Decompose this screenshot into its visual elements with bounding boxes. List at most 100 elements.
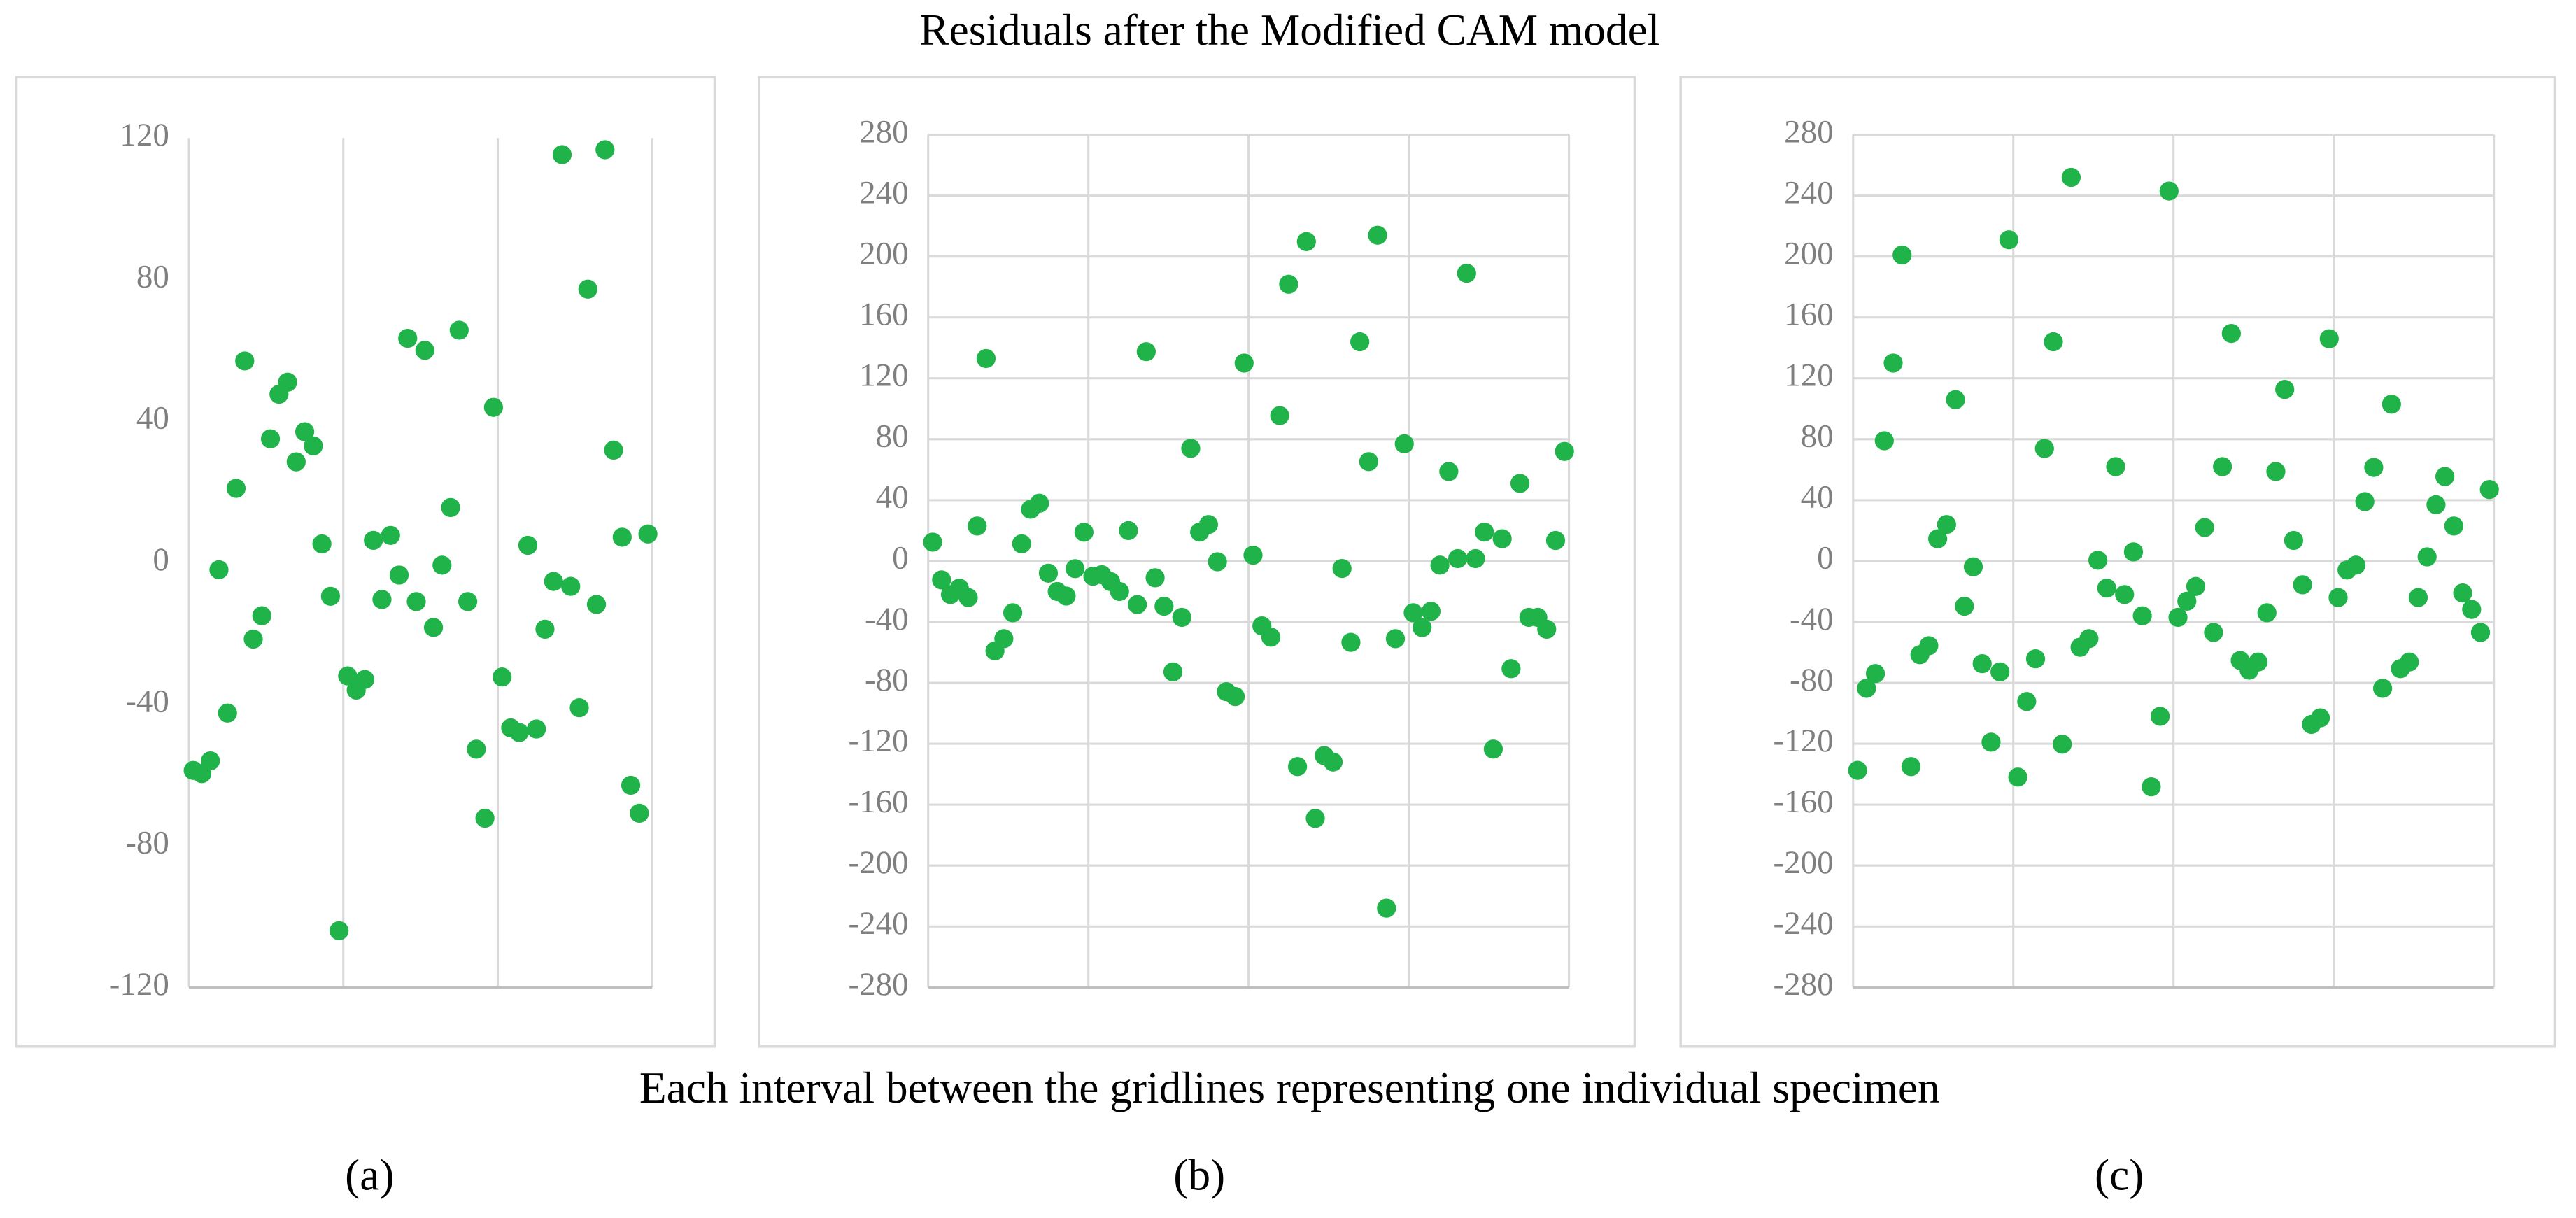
point xyxy=(1332,558,1352,579)
point xyxy=(1510,474,1530,493)
point xyxy=(493,667,512,687)
panel-frame xyxy=(15,76,716,1048)
point xyxy=(1892,245,1912,265)
point xyxy=(1128,595,1147,614)
point xyxy=(209,560,229,580)
y-tick-label: -40 xyxy=(125,683,169,719)
point xyxy=(1874,431,1894,451)
point xyxy=(1065,559,1085,579)
panel-label: (b) xyxy=(1173,1151,1225,1200)
point xyxy=(1466,548,1485,569)
point xyxy=(475,808,495,828)
y-tick-label: 40 xyxy=(136,400,169,437)
point xyxy=(569,698,589,718)
point xyxy=(2159,181,2179,201)
point xyxy=(1919,636,1939,656)
point xyxy=(1883,353,1903,373)
point xyxy=(1368,225,1387,245)
point xyxy=(1981,732,2001,752)
y-tick-label: 120 xyxy=(859,357,908,394)
y-tick-label: -280 xyxy=(1774,966,1834,1003)
point xyxy=(458,592,478,611)
point xyxy=(1172,607,1191,628)
point xyxy=(2382,395,2401,414)
point xyxy=(381,525,400,545)
point xyxy=(1003,603,1023,623)
point xyxy=(2284,530,2304,551)
point xyxy=(1946,390,1965,409)
point xyxy=(320,586,341,606)
y-tick-label: -40 xyxy=(865,601,909,637)
y-tick-label: -200 xyxy=(848,844,908,881)
point xyxy=(2319,329,2339,348)
y-tick-label: 200 xyxy=(859,235,908,271)
point xyxy=(552,145,572,164)
point xyxy=(2293,575,2312,595)
point xyxy=(235,351,255,371)
point xyxy=(2453,583,2472,603)
y-tick-label: 0 xyxy=(892,540,908,576)
point xyxy=(2150,707,2170,726)
point xyxy=(1163,662,1183,681)
figure-caption: Each interval between the gridlines repr… xyxy=(639,1063,1940,1112)
y-tick-label: -80 xyxy=(1790,662,1834,698)
point xyxy=(1056,586,1076,606)
y-tick-label: 280 xyxy=(1784,113,1833,150)
point xyxy=(1492,529,1512,548)
point xyxy=(2168,607,2188,628)
y-tick-label: 0 xyxy=(1817,540,1833,576)
point xyxy=(2044,332,2063,352)
point xyxy=(2186,576,2206,596)
point xyxy=(2053,735,2072,754)
point xyxy=(2025,649,2046,669)
point xyxy=(621,775,641,795)
point xyxy=(2248,652,2268,672)
y-tick-label: -120 xyxy=(848,723,908,759)
point xyxy=(201,751,220,771)
point xyxy=(1537,619,1557,639)
point xyxy=(2106,457,2125,476)
point xyxy=(243,629,263,649)
point xyxy=(2079,629,2099,649)
point xyxy=(923,532,942,552)
point xyxy=(449,320,469,340)
point xyxy=(2435,467,2455,486)
point xyxy=(1341,632,1361,652)
point xyxy=(1972,653,1992,674)
point xyxy=(2417,547,2437,567)
point xyxy=(612,527,632,547)
point xyxy=(2088,551,2108,570)
point xyxy=(2008,767,2027,787)
point xyxy=(1403,603,1423,623)
point xyxy=(286,452,306,472)
point xyxy=(604,440,623,460)
point xyxy=(1439,462,1459,481)
point xyxy=(483,397,503,417)
point xyxy=(1545,530,1566,551)
point xyxy=(968,516,987,536)
point xyxy=(1270,406,1289,425)
y-tick-label: 80 xyxy=(136,258,169,295)
point xyxy=(2400,652,2419,672)
y-tick-label: -120 xyxy=(109,966,169,1003)
y-tick-label: 160 xyxy=(1784,296,1833,332)
point xyxy=(1385,629,1406,649)
point xyxy=(2470,623,2491,642)
point xyxy=(330,921,349,940)
point xyxy=(467,739,486,759)
point xyxy=(958,588,978,607)
point xyxy=(415,341,434,360)
y-tick-label: 280 xyxy=(859,113,908,150)
point xyxy=(1377,898,1396,918)
point xyxy=(1901,757,1921,777)
point xyxy=(2257,603,2277,623)
point xyxy=(1421,602,1441,621)
point xyxy=(2364,458,2384,477)
point xyxy=(2355,492,2375,511)
point xyxy=(1413,618,1432,637)
point xyxy=(1323,752,1343,772)
point xyxy=(2034,439,2054,458)
y-tick-label: -240 xyxy=(1774,905,1834,942)
point xyxy=(1305,809,1325,828)
